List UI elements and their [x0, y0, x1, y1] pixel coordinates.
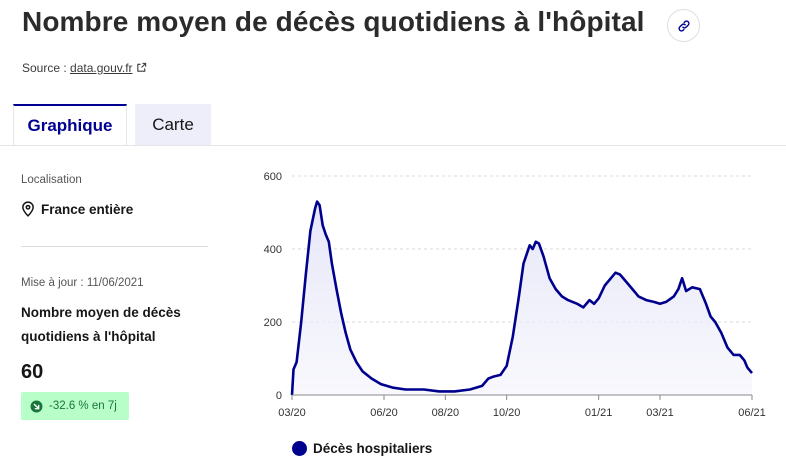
indicator-title: Nombre moyen de décès quotidiens à l'hôp… [21, 305, 181, 344]
x-tick-label: 06/21 [738, 407, 766, 419]
trend-text: -32.6 % en 7j [49, 400, 117, 412]
x-tick-label: 10/20 [493, 407, 521, 419]
trend-badge: -32.6 % en 7j [21, 392, 129, 420]
y-tick-label: 600 [264, 171, 282, 183]
source-line: Source : data.gouv.fr [22, 61, 147, 75]
page-title: Nombre moyen de décès quotidiens à l'hôp… [22, 6, 645, 37]
x-tick-label: 01/21 [585, 407, 613, 419]
series-line [290, 200, 753, 396]
indicator-value: 60 [21, 361, 44, 383]
legend-label: Décès hospitaliers [313, 441, 433, 456]
source-link[interactable]: data.gouv.fr [70, 61, 133, 75]
trend-down-icon [30, 400, 43, 412]
tab-carte[interactable]: Carte [135, 104, 211, 146]
location-selector[interactable]: France entière [21, 201, 133, 217]
x-tick-label: 08/20 [432, 407, 460, 419]
tab-divider [0, 145, 786, 146]
y-tick-label: 0 [276, 390, 282, 402]
location-label: Localisation [21, 174, 82, 186]
update-date: Mise à jour : 11/06/2021 [21, 277, 144, 289]
link-icon [677, 19, 690, 32]
legend-marker [292, 441, 307, 456]
y-tick-label: 200 [264, 317, 282, 329]
chart-legend: Décès hospitaliers [292, 441, 432, 456]
map-pin-icon [22, 201, 34, 217]
copy-link-button[interactable] [667, 9, 700, 42]
y-tick-label: 400 [264, 244, 282, 256]
x-tick-label: 03/21 [646, 407, 674, 419]
sidebar-divider [21, 246, 208, 247]
external-link-icon [136, 62, 146, 72]
x-tick-label: 03/20 [278, 407, 306, 419]
source-prefix: Source : [22, 61, 67, 75]
series-area [292, 201, 752, 395]
tab-graphique[interactable]: Graphique [13, 104, 127, 146]
x-tick-label: 06/20 [370, 407, 398, 419]
location-value: France entière [41, 201, 134, 217]
